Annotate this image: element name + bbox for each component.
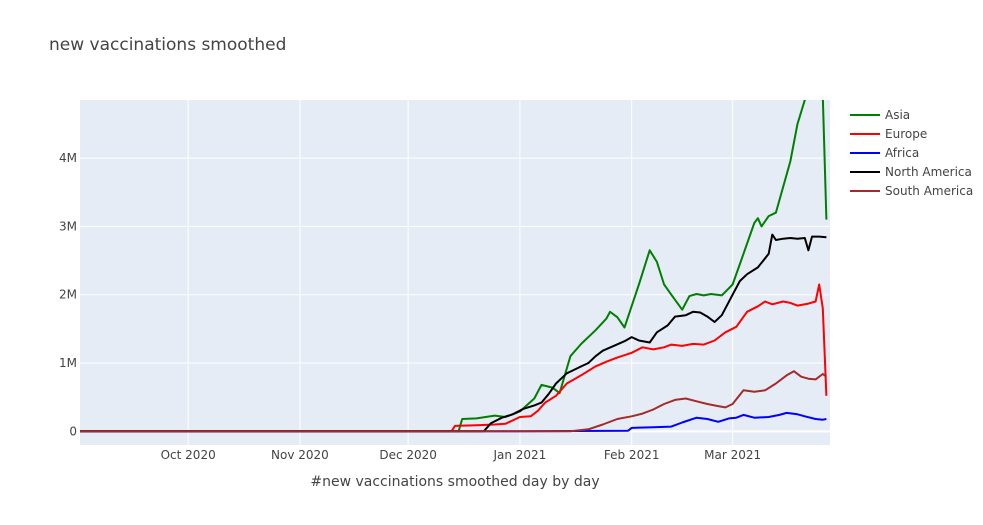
series-line-south-america[interactable] (80, 370, 827, 433)
series-line-europe[interactable] (80, 283, 828, 433)
legend-item-south-america[interactable]: South America (850, 184, 973, 198)
x-tick-label: Dec 2020 (379, 448, 437, 462)
x-tick-label: Feb 2021 (604, 448, 660, 462)
series-line-asia[interactable] (80, 76, 828, 433)
plot-area[interactable] (80, 100, 830, 445)
legend-item-africa[interactable]: Africa (850, 146, 919, 160)
x-tick-label: Oct 2020 (161, 448, 216, 462)
series-lines (80, 76, 828, 433)
series-line-africa[interactable] (80, 411, 827, 433)
legend-label: Europe (885, 127, 927, 141)
chart-title: new vaccinations smoothed (49, 35, 286, 55)
legend-label: Asia (885, 108, 910, 122)
y-tick-label: 0 (69, 424, 77, 438)
x-axis-ticks: Oct 2020 Nov 2020 Dec 2020 Jan 2021 Feb 2021… (161, 448, 762, 462)
y-tick-label: 1M (59, 356, 77, 370)
legend-item-north-america[interactable]: North America (850, 165, 972, 179)
y-axis-ticks: 0 1M 2M 3M 4M (59, 151, 77, 438)
legend-label: Africa (885, 146, 919, 160)
y-tick-label: 2M (59, 288, 77, 302)
x-tick-label: Nov 2020 (271, 448, 329, 462)
legend-label: North America (885, 165, 972, 179)
series-line-north-america[interactable] (80, 233, 827, 433)
y-tick-label: 3M (59, 219, 77, 233)
x-tick-label: Mar 2021 (704, 448, 761, 462)
x-axis-label: #new vaccinations smoothed day by day (310, 474, 599, 490)
y-tick-label: 4M (59, 151, 77, 165)
legend-label: South America (885, 184, 973, 198)
legend-item-asia[interactable]: Asia (850, 108, 910, 122)
legend: Asia Europe Africa North America South Ameri… (850, 108, 973, 198)
legend-item-europe[interactable]: Europe (850, 127, 927, 141)
x-tick-label: Jan 2021 (492, 448, 546, 462)
